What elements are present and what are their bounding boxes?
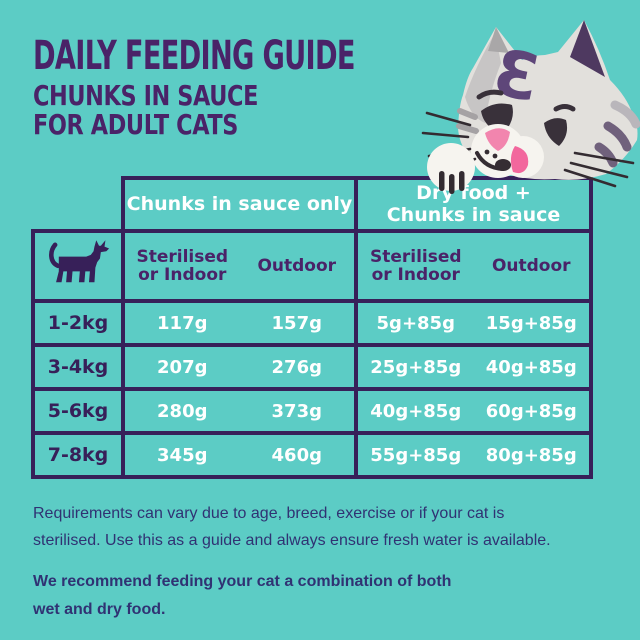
dry-sterilised-value: 5g+85g <box>376 312 455 334</box>
dry-outdoor-header: Outdoor <box>491 255 571 276</box>
cat-icon-cell <box>31 229 125 303</box>
title-block: DAILY FEEDING GUIDE CHUNKS IN SAUCE FOR … <box>33 36 506 140</box>
dry-outdoor-value: 80g+85g <box>485 444 577 466</box>
wet-outdoor-value: 157g <box>271 312 322 334</box>
wet-outdoor-value: 276g <box>271 356 322 378</box>
weight-label: 3-4kg <box>47 356 109 378</box>
notes-block: Requirements can vary due to age, breed,… <box>33 500 551 623</box>
dry-outdoor-value: 40g+85g <box>485 356 577 378</box>
group-header-wet-label: Chunks in sauce only <box>126 192 353 215</box>
table-row: 3-4kg 207g 276g 25g+85g 40g+85g <box>31 343 593 391</box>
page-title: DAILY FEEDING GUIDE <box>33 33 355 79</box>
table-spacer-cell <box>33 178 123 231</box>
wet-sterilised-value: 117g <box>157 312 208 334</box>
dry-sterilised-value: 25g+85g <box>370 356 462 378</box>
group-header-wet: Chunks in sauce only <box>121 176 358 233</box>
dry-sterilised-value: 40g+85g <box>370 400 462 422</box>
wet-outdoor-value: 373g <box>271 400 322 422</box>
cat-silhouette-icon <box>49 240 110 283</box>
note-recommendation: We recommend feeding your cat a combinat… <box>33 573 452 618</box>
wet-outdoor-value: 460g <box>271 444 322 466</box>
dry-subheader-cell: Sterilised or Indoor Outdoor <box>354 229 593 303</box>
group-header-dry: Dry food + Chunks in sauce <box>354 176 593 233</box>
feeding-table-wrap: Chunks in sauce only Dry food + Chunks i… <box>31 176 593 479</box>
dry-sterilised-header: Sterilised or Indoor <box>369 246 462 285</box>
wet-sterilised-value: 280g <box>157 400 208 422</box>
wet-sterilised-value: 207g <box>157 356 208 378</box>
table-row: 7-8kg 345g 460g 55g+85g 80g+85g <box>31 431 593 479</box>
page-subtitle: CHUNKS IN SAUCE FOR ADULT CATS <box>33 79 258 141</box>
dry-outdoor-value: 15g+85g <box>485 312 577 334</box>
weight-label: 1-2kg <box>47 312 109 334</box>
table-row: 1-2kg 117g 157g 5g+85g 15g+85g <box>31 299 593 347</box>
note-requirements: Requirements can vary due to age, breed,… <box>33 505 551 550</box>
wet-subheader-cell: Sterilised or Indoor Outdoor <box>121 229 358 303</box>
wet-outdoor-header: Outdoor <box>257 255 337 276</box>
table-row: 5-6kg 280g 373g 40g+85g 60g+85g <box>31 387 593 435</box>
cat-illustration: Ɛ <box>421 20 640 194</box>
weight-label: 5-6kg <box>47 400 109 422</box>
dry-sterilised-value: 55g+85g <box>370 444 462 466</box>
dry-outdoor-value: 60g+85g <box>485 400 577 422</box>
weight-label: 7-8kg <box>47 444 109 466</box>
feeding-table: Chunks in sauce only Dry food + Chunks i… <box>31 176 593 479</box>
wet-sterilised-value: 345g <box>157 444 208 466</box>
wet-sterilised-header: Sterilised or Indoor <box>136 246 229 285</box>
